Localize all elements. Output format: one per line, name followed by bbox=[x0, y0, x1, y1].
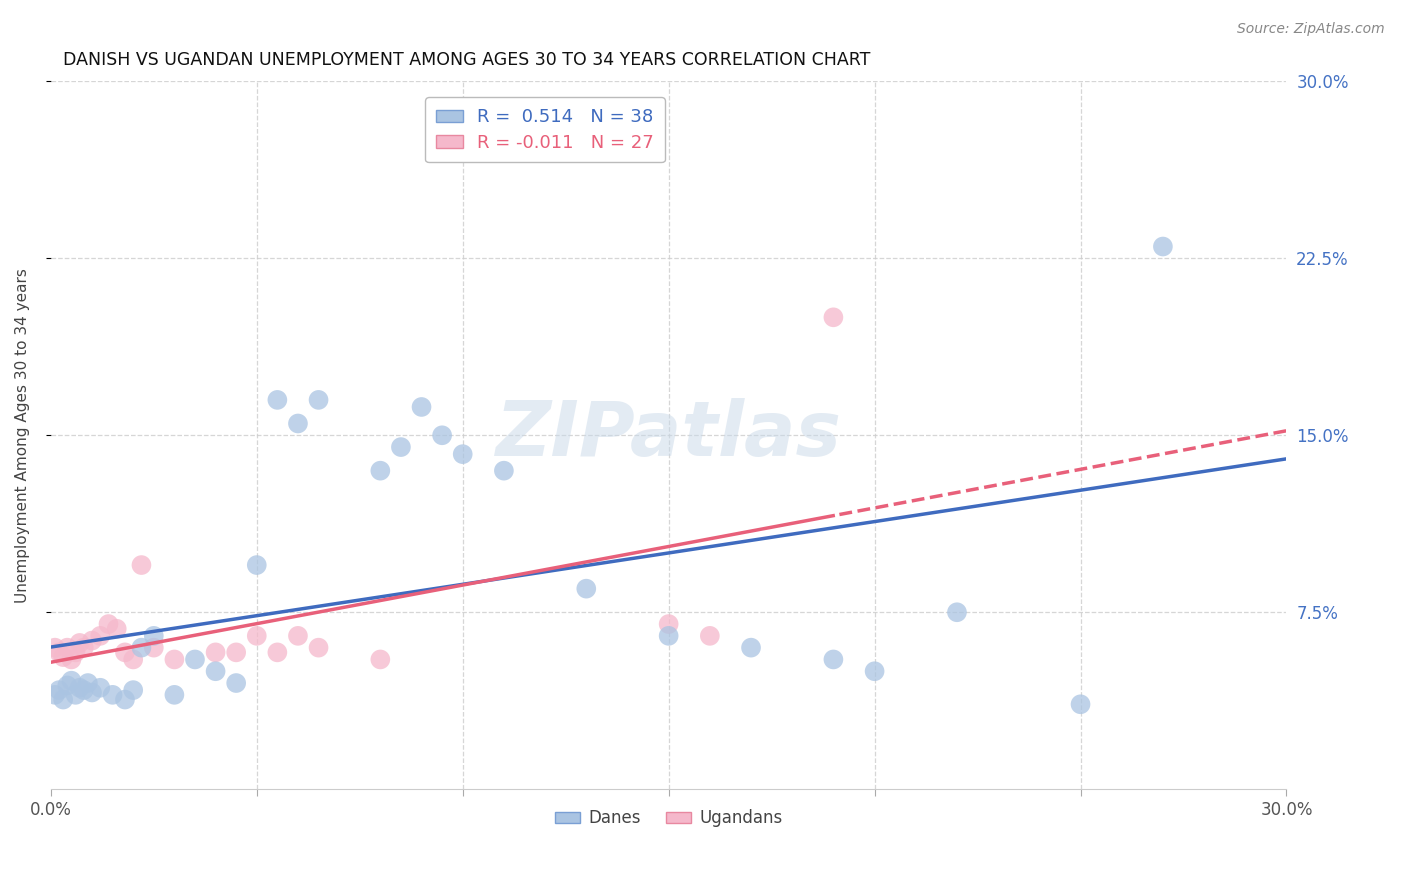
Point bbox=[131, 558, 153, 572]
Point bbox=[575, 582, 598, 596]
Point bbox=[308, 640, 330, 655]
Point bbox=[142, 629, 165, 643]
Point bbox=[946, 605, 969, 619]
Point bbox=[56, 640, 79, 655]
Point bbox=[863, 665, 886, 679]
Point bbox=[80, 685, 103, 699]
Point bbox=[65, 645, 87, 659]
Point bbox=[105, 622, 128, 636]
Point bbox=[287, 629, 309, 643]
Point bbox=[823, 652, 845, 666]
Y-axis label: Unemployment Among Ages 30 to 34 years: Unemployment Among Ages 30 to 34 years bbox=[15, 268, 30, 603]
Point bbox=[73, 640, 96, 655]
Point bbox=[740, 640, 762, 655]
Point bbox=[142, 640, 165, 655]
Point bbox=[430, 428, 453, 442]
Point bbox=[370, 652, 392, 666]
Point bbox=[225, 676, 247, 690]
Point bbox=[823, 310, 845, 325]
Point bbox=[44, 640, 66, 655]
Point bbox=[492, 464, 515, 478]
Point bbox=[163, 688, 186, 702]
Point bbox=[308, 392, 330, 407]
Point bbox=[52, 650, 75, 665]
Point bbox=[114, 645, 136, 659]
Point bbox=[266, 392, 288, 407]
Point bbox=[73, 683, 96, 698]
Point bbox=[389, 440, 412, 454]
Point bbox=[114, 692, 136, 706]
Point bbox=[184, 652, 207, 666]
Point bbox=[122, 652, 145, 666]
Point bbox=[287, 417, 309, 431]
Point bbox=[163, 652, 186, 666]
Point bbox=[48, 683, 70, 698]
Point bbox=[204, 645, 226, 659]
Point bbox=[89, 629, 111, 643]
Point bbox=[246, 558, 269, 572]
Point bbox=[411, 400, 433, 414]
Point bbox=[204, 665, 226, 679]
Point bbox=[370, 464, 392, 478]
Point bbox=[56, 678, 79, 692]
Point bbox=[69, 681, 91, 695]
Point bbox=[97, 617, 120, 632]
Text: DANISH VS UGANDAN UNEMPLOYMENT AMONG AGES 30 TO 34 YEARS CORRELATION CHART: DANISH VS UGANDAN UNEMPLOYMENT AMONG AGE… bbox=[63, 51, 870, 69]
Point bbox=[658, 629, 681, 643]
Point bbox=[131, 640, 153, 655]
Point bbox=[65, 688, 87, 702]
Point bbox=[60, 652, 83, 666]
Point bbox=[122, 683, 145, 698]
Point bbox=[451, 447, 474, 461]
Point bbox=[1152, 239, 1174, 253]
Point bbox=[52, 692, 75, 706]
Legend: Danes, Ugandans: Danes, Ugandans bbox=[548, 803, 789, 834]
Point bbox=[48, 645, 70, 659]
Point bbox=[246, 629, 269, 643]
Point bbox=[69, 636, 91, 650]
Point bbox=[1070, 698, 1092, 712]
Point bbox=[225, 645, 247, 659]
Point bbox=[266, 645, 288, 659]
Point bbox=[101, 688, 124, 702]
Point bbox=[699, 629, 721, 643]
Point bbox=[89, 681, 111, 695]
Point bbox=[44, 688, 66, 702]
Text: ZIPatlas: ZIPatlas bbox=[496, 399, 842, 472]
Point bbox=[77, 676, 100, 690]
Text: Source: ZipAtlas.com: Source: ZipAtlas.com bbox=[1237, 22, 1385, 37]
Point bbox=[658, 617, 681, 632]
Point bbox=[80, 633, 103, 648]
Point bbox=[60, 673, 83, 688]
